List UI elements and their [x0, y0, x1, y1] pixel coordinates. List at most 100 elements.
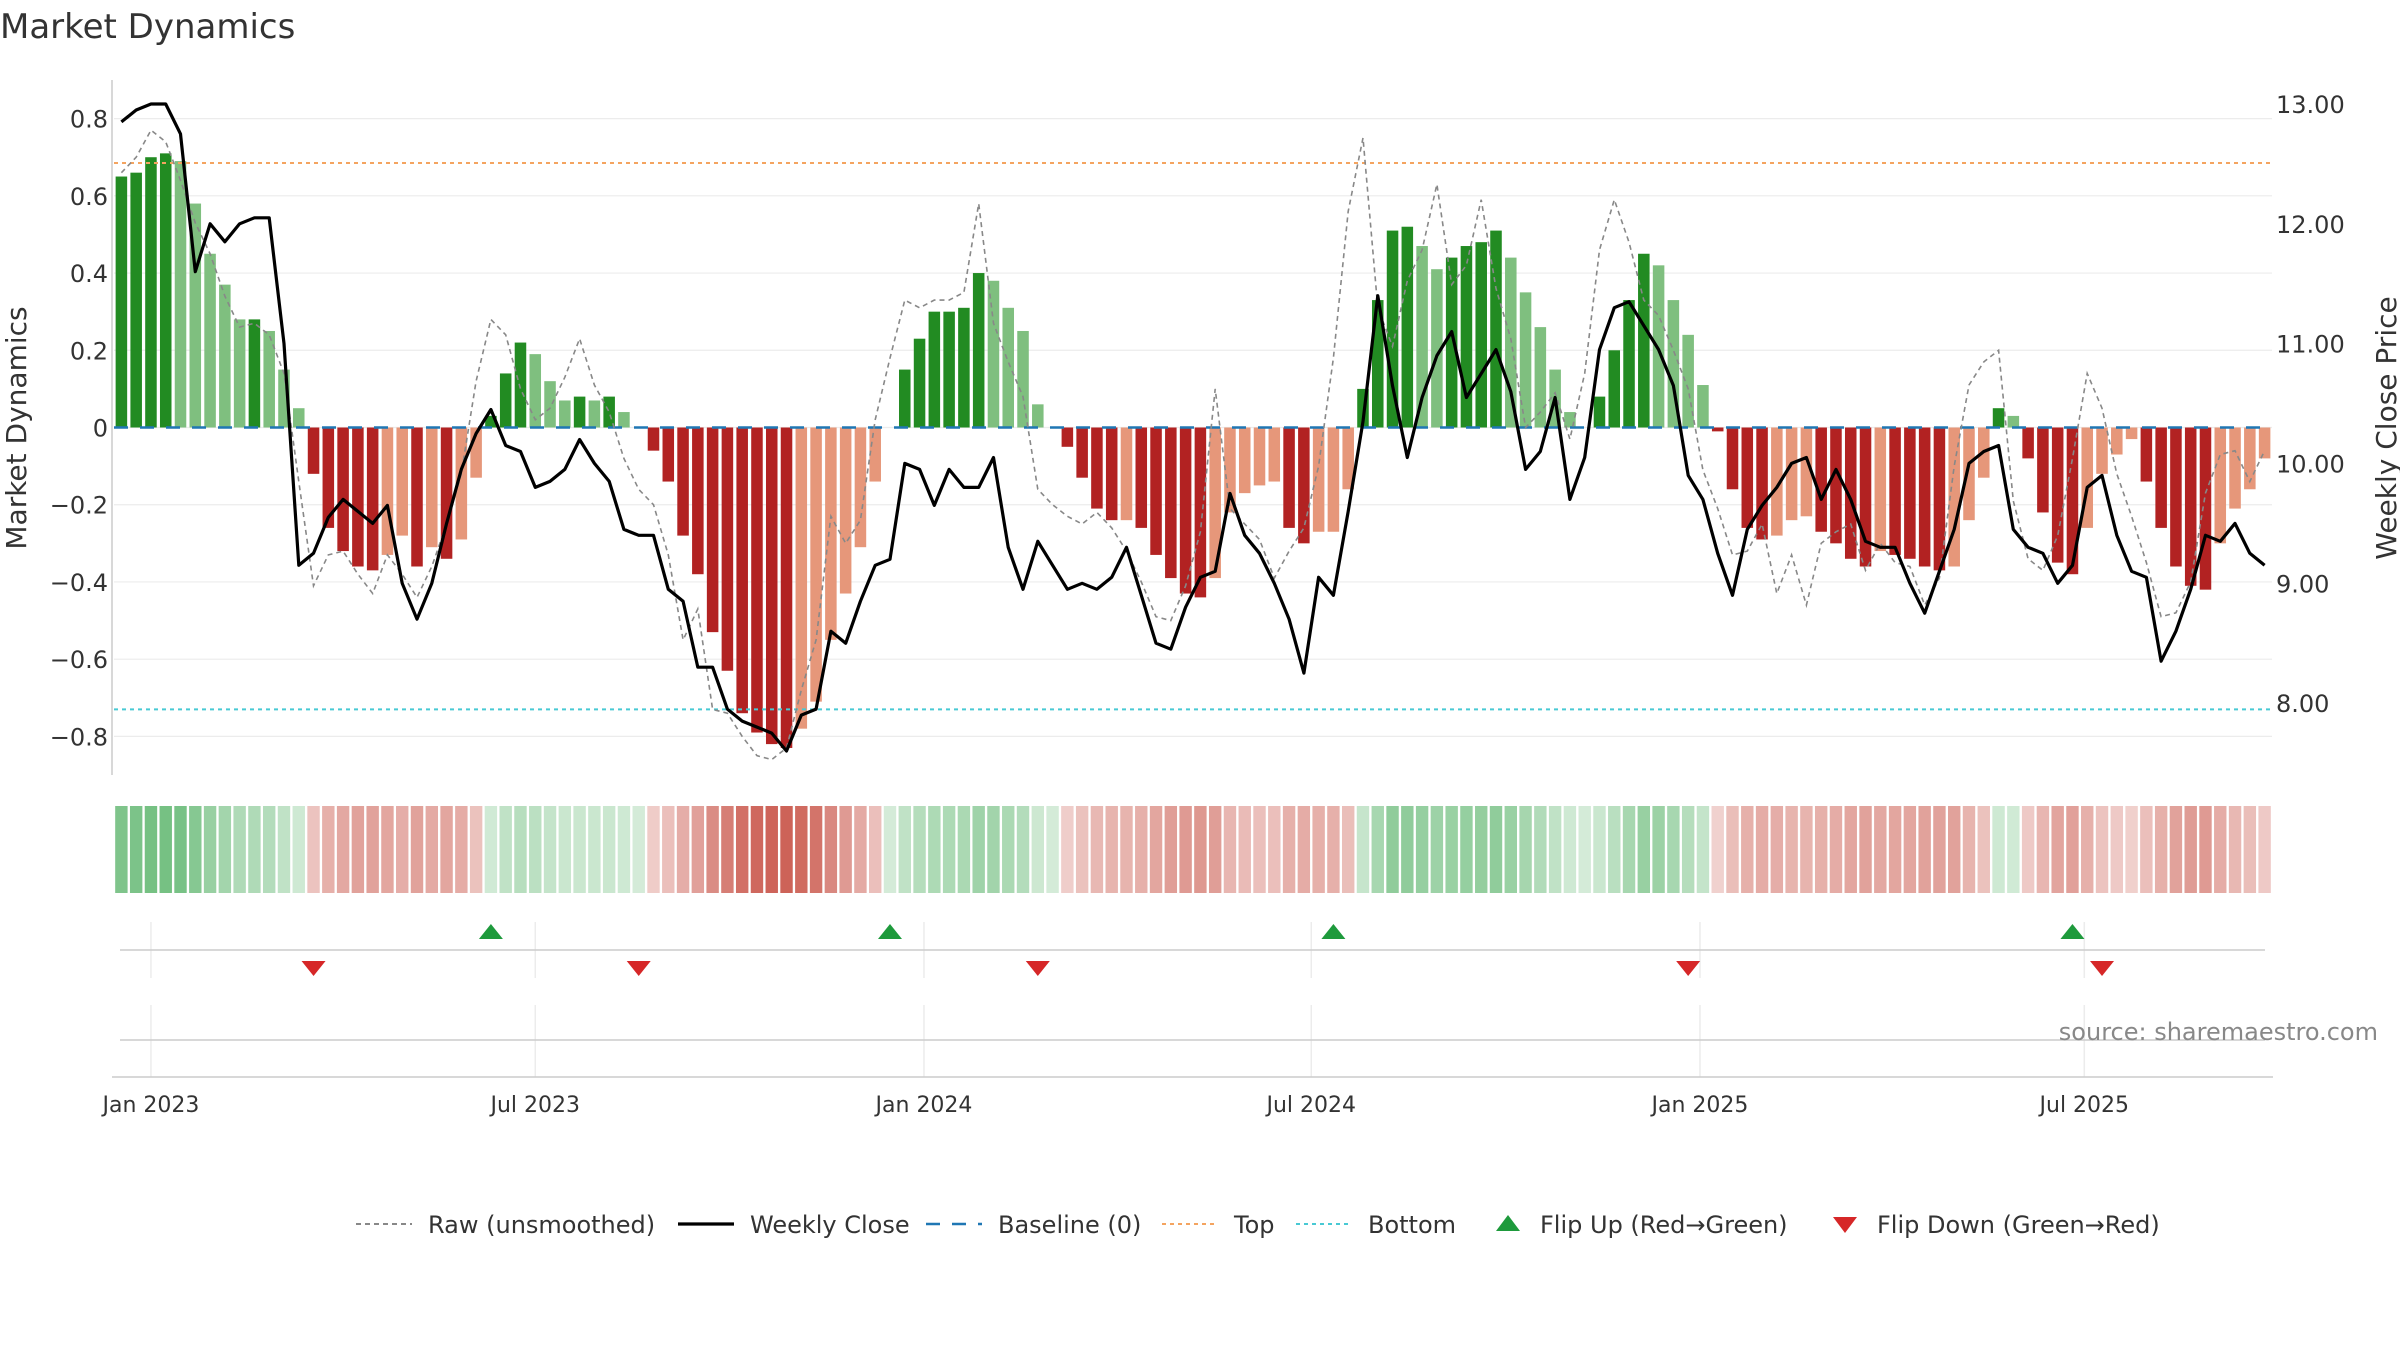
- heat-cell: [1475, 806, 1488, 893]
- heat-cell: [1208, 806, 1222, 893]
- legend: Raw (unsmoothed) Weekly Close Baseline (0)…: [356, 1211, 2160, 1239]
- dynamics-bar: [839, 427, 852, 594]
- heat-cell: [1667, 806, 1680, 893]
- heat-cell: [1859, 806, 1872, 893]
- heat-cell: [1090, 806, 1104, 893]
- heat-cell: [632, 806, 645, 893]
- heat-cell: [1430, 806, 1444, 893]
- dynamics-bar: [1371, 300, 1384, 428]
- legend-item: Flip Down (Green→Red): [1833, 1211, 2160, 1239]
- dynamics-bar: [1135, 427, 1148, 528]
- heat-cell: [2214, 806, 2227, 893]
- dynamics-bar: [2037, 427, 2049, 513]
- dynamics-bar: [322, 427, 335, 528]
- heat-cell: [381, 806, 394, 893]
- legend-label: Flip Down (Green→Red): [1877, 1211, 2160, 1239]
- heat-cell: [1948, 806, 1961, 893]
- heat-cell: [248, 806, 261, 893]
- x-axis-ticks: Jan 2023 Jul 2023 Jan 2024 Jul 2024 Jan 2025…: [100, 1093, 2129, 1118]
- dynamics-bar: [1490, 230, 1502, 428]
- heat-cell: [115, 806, 128, 893]
- dynamics-bar: [765, 427, 778, 745]
- right-y-tick-label: 9.00: [2276, 570, 2329, 598]
- flip-down-marker: [626, 961, 651, 976]
- dynamics-bar: [1771, 427, 1783, 536]
- legend-label: Raw (unsmoothed): [428, 1211, 655, 1239]
- heat-cell: [469, 806, 483, 893]
- heat-cell: [1164, 806, 1178, 893]
- dynamics-bar: [544, 381, 556, 428]
- heat-cell: [1829, 806, 1843, 893]
- heat-cell: [1135, 806, 1148, 893]
- heat-cell: [1002, 806, 1015, 893]
- chart-title: Market Dynamics: [0, 7, 295, 47]
- dynamics-bar: [1150, 427, 1162, 555]
- right-y-tick-label: 12.00: [2276, 211, 2345, 239]
- dynamics-bar: [706, 427, 719, 633]
- dynamics-bar: [1032, 404, 1044, 428]
- heat-cell: [1563, 806, 1577, 893]
- dynamics-bar: [115, 176, 128, 428]
- heat-cell: [2140, 806, 2153, 893]
- dynamics-bar: [145, 157, 157, 428]
- dynamics-bar: [1800, 427, 1813, 517]
- heat-cell: [203, 806, 217, 893]
- heat-cell: [144, 806, 158, 893]
- heat-cell: [1386, 806, 1399, 893]
- dynamics-bar: [958, 307, 970, 428]
- dynamics-bar: [1460, 246, 1473, 428]
- dynamics-bar: [1564, 412, 1576, 428]
- dynamics-bar: [2199, 427, 2212, 590]
- dynamics-bar: [233, 319, 246, 428]
- heat-cell: [1933, 806, 1946, 893]
- heat-cell: [1785, 806, 1798, 893]
- left-y-tick-label: −0.4: [50, 569, 108, 597]
- heat-cell: [1652, 806, 1665, 893]
- dynamics-bar: [204, 253, 216, 428]
- heat-cell: [913, 806, 926, 893]
- right-y-axis-ticks: 13.00 12.00 11.00 10.00 9.00 8.00: [2276, 91, 2345, 718]
- dynamics-bar: [426, 427, 438, 548]
- heat-cell: [1548, 806, 1562, 893]
- heat-cell: [1194, 806, 1207, 893]
- dynamics-bar: [1238, 427, 1251, 494]
- dynamics-bar: [1933, 427, 1946, 571]
- dynamics-bar: [1283, 427, 1295, 528]
- dynamics-bar: [1608, 350, 1621, 428]
- heat-cell: [2184, 806, 2197, 893]
- dynamics-bar: [1638, 253, 1650, 428]
- heat-cell: [2125, 806, 2138, 893]
- heat-cell: [1341, 806, 1355, 893]
- dynamics-bar: [1741, 427, 1754, 528]
- heat-cell: [987, 806, 1000, 893]
- dynamics-bar: [1416, 246, 1428, 428]
- right-y-axis-label: Weekly Close Price: [2370, 296, 2400, 559]
- dynamics-bar: [263, 330, 275, 428]
- dynamics-bar: [899, 369, 911, 428]
- x-tick-label: Jul 2023: [488, 1093, 580, 1118]
- dynamics-bar: [913, 338, 926, 428]
- heat-cell: [2110, 806, 2124, 893]
- heat-cell: [1238, 806, 1251, 893]
- dynamics-bar: [1948, 427, 1960, 567]
- dynamics-bar: [514, 342, 527, 428]
- heat-cell: [1149, 806, 1163, 893]
- legend-swatch: [1496, 1215, 1520, 1231]
- dynamics-bar: [825, 427, 837, 640]
- heat-cell: [809, 806, 823, 893]
- flip-down-marker: [1025, 961, 1050, 976]
- heat-cell: [1977, 806, 1990, 893]
- left-y-tick-label: 0.6: [70, 183, 108, 211]
- heat-cell: [869, 806, 882, 893]
- dynamics-bar: [381, 427, 394, 555]
- left-y-axis-label: Market Dynamics: [0, 306, 33, 549]
- dynamics-bar: [2096, 427, 2108, 474]
- heat-cell: [440, 806, 453, 893]
- heat-cell: [2036, 806, 2050, 893]
- legend-item: Flip Up (Red→Green): [1496, 1211, 1788, 1239]
- heat-cell: [662, 806, 675, 893]
- heat-cell: [1918, 806, 1931, 893]
- heat-cell: [795, 806, 808, 893]
- dynamics-bar: [573, 396, 586, 428]
